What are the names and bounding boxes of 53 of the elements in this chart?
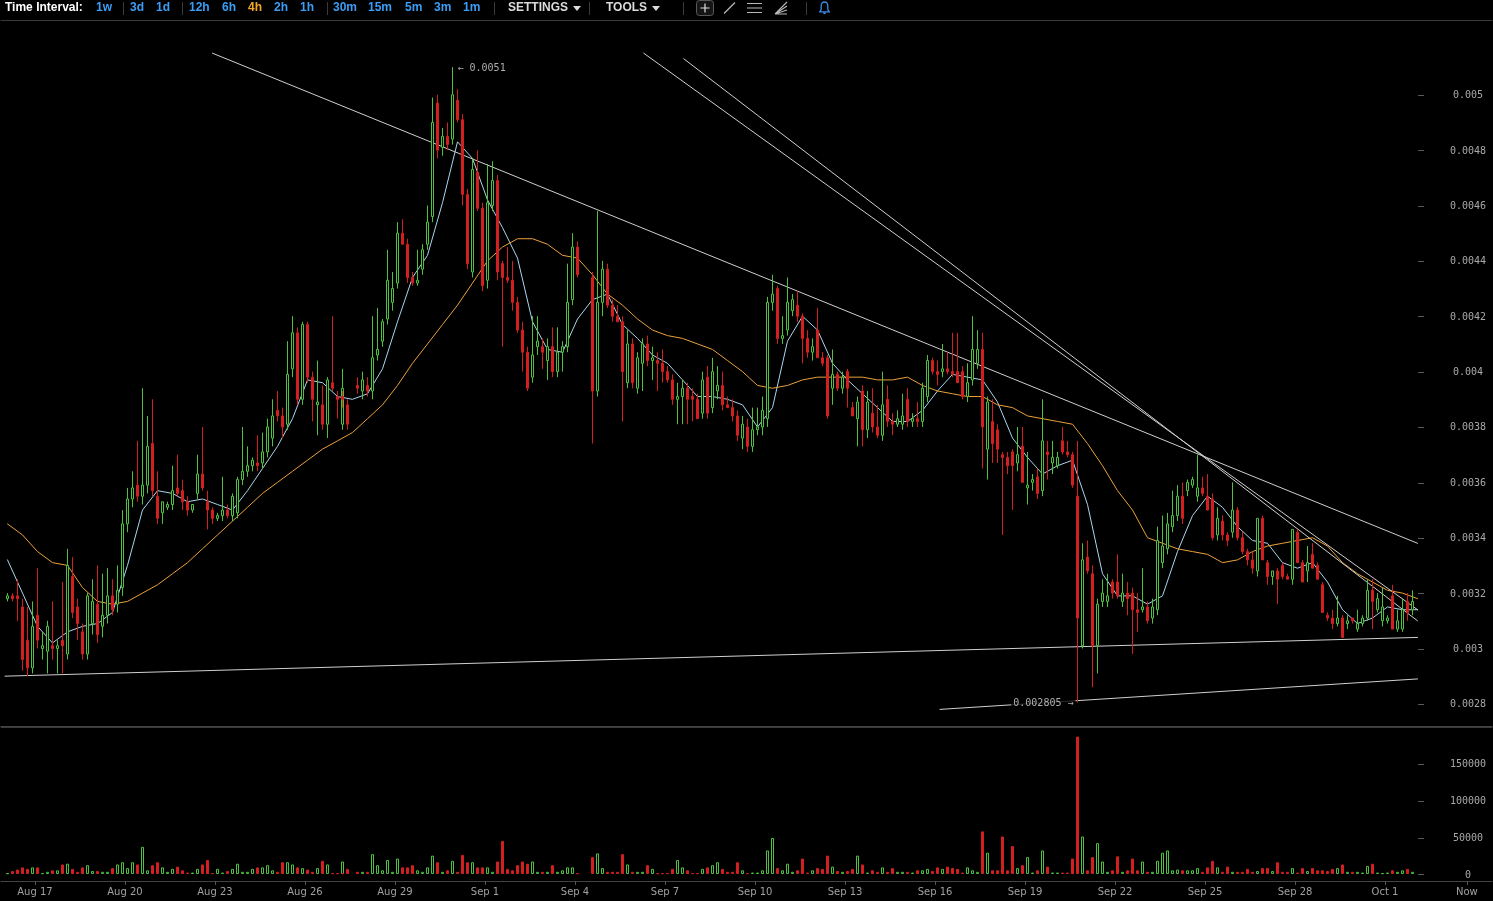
x-tick-label: Sep 19 [1007,885,1043,897]
x-tick-label: Oct 1 [1371,885,1399,897]
text: 1w [96,0,113,15]
x-tick-label: Aug 26 [287,885,323,897]
x-tick-label: Sep 16 [917,885,953,897]
x-tick-label: Sep 25 [1187,885,1223,897]
text: TOOLS [606,0,648,15]
y-tick-label: 150000 [1449,758,1487,770]
x-tick-label: Aug 20 [107,885,143,897]
x-tick-label: Aug 29 [377,885,413,897]
y-tick-label: 0.0048 [1449,144,1487,156]
x-tick-label: Aug 17 [17,885,53,897]
y-tick-label: 0.0028 [1449,698,1487,710]
x-tick-label: Aug 23 [197,885,233,897]
x-tick-label: Sep 7 [650,885,680,897]
text: 2h [274,0,289,15]
x-tick-label: Sep 10 [737,885,773,897]
annotation: ← 0.0051 [457,61,506,73]
y-tick-label: 0.004 [1452,366,1484,378]
y-tick-label: 0.0042 [1449,310,1487,322]
text: 6h [222,0,237,15]
text: 15m [368,0,393,15]
annotation: 0.002805 → [1013,696,1074,708]
text: Time Interval: [5,0,83,15]
x-tick-label: Sep 13 [827,885,863,897]
x-tick-label: Sep 22 [1097,885,1133,897]
text: 1h [300,0,315,15]
text: 5m [405,0,423,15]
text: 3m [434,0,452,15]
text: SETTINGS [508,0,569,15]
x-tick-label: Sep 28 [1277,885,1313,897]
y-tick-label: 100000 [1449,795,1487,806]
y-tick-label: 0.0044 [1449,255,1487,267]
x-tick-label: Now [1455,885,1478,897]
y-tick-label: 0.003 [1452,642,1484,654]
line-series [7,141,1418,644]
y-tick-label: 0.0032 [1449,587,1487,599]
y-tick-label: 0.0036 [1449,476,1487,488]
x-tick-label: Sep 4 [560,885,590,897]
y-tick-label: 0.005 [1452,89,1484,101]
text: 12h [189,0,210,15]
x-tick-label: Sep 1 [470,885,500,897]
line-series [7,238,1418,605]
text: 30m [333,0,358,15]
text: 4h [248,0,263,15]
text: 1d [156,0,171,15]
y-tick-label: 0.0034 [1449,532,1487,544]
y-tick-label: 0 [1464,868,1472,880]
y-tick-label: 0.0038 [1449,421,1487,433]
text: 3d [130,0,145,15]
text: 1m [463,0,481,15]
y-tick-label: 50000 [1452,831,1484,843]
y-tick-label: 0.0046 [1449,200,1487,211]
